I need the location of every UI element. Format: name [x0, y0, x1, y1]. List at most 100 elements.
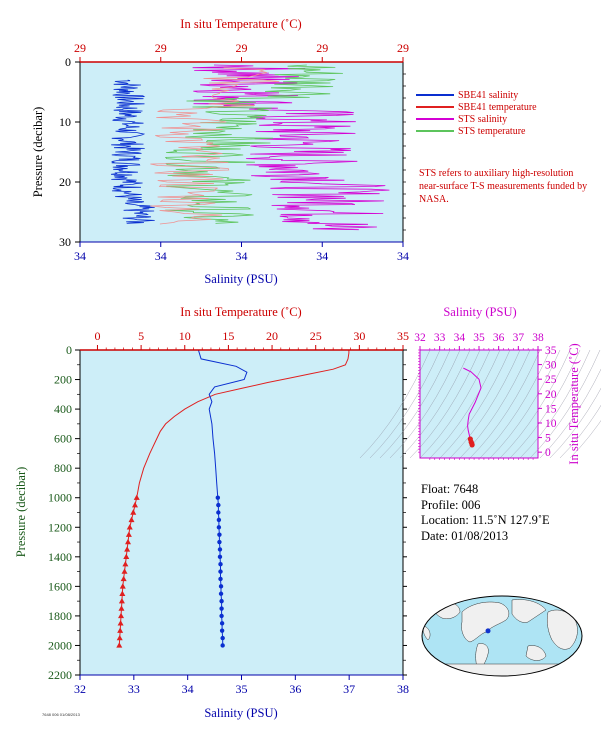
- pressure-tick-label: 10: [59, 115, 71, 129]
- isopycnal-line: [439, 349, 511, 459]
- near-surface-traces: [110, 64, 390, 231]
- salinity-tick-label: 33: [128, 682, 140, 696]
- salinity-marker: [217, 532, 222, 537]
- ts-salinity-tick-label: 37: [513, 332, 525, 344]
- temp-tick-label: 20: [266, 329, 278, 343]
- location-map: [421, 595, 583, 677]
- temperature-marker: [118, 597, 125, 604]
- ts-salinity-tick-label: 36: [493, 332, 505, 344]
- temperature-marker: [122, 561, 129, 567]
- isopycnal-line: [359, 349, 431, 459]
- credit-text: 7648 006 01/08/2013: [42, 712, 80, 717]
- temperature-marker: [119, 583, 126, 589]
- ts-temp-tick-label: 30: [545, 360, 557, 372]
- near-surface-panel: 29 29 29 29 29 34 34 34 34 34 0 10 20 30 In situ Temp…: [31, 17, 409, 286]
- salinity-tick-label: 37: [343, 682, 355, 696]
- isopycnal-line: [449, 349, 521, 459]
- t-s-diagram-panel: 32 33 34 35 36 37 38 0 5 10 15 20 25 30 35 Salinity (P…: [359, 305, 601, 465]
- ts-temp-tick-label: 35: [545, 345, 557, 357]
- salinity-marker: [216, 510, 221, 515]
- ts-temp-tick-label: 20: [545, 389, 557, 401]
- temperature-marker: [117, 620, 124, 626]
- isopycnal-line: [569, 420, 601, 459]
- pressure-tick-label: 800: [54, 461, 72, 475]
- salinity-marker: [216, 525, 222, 530]
- sts-temperature-trace: [164, 64, 343, 224]
- salinity-marker: [217, 539, 222, 545]
- temp-tick-label: 15: [222, 329, 234, 343]
- near-surface-salinity-axis-label: Salinity (PSU): [204, 272, 277, 286]
- legend-swatch: [416, 106, 454, 108]
- t-s-plot-area: [420, 350, 538, 458]
- location: Location: 11.5˚N 127.9˚E: [421, 513, 550, 527]
- t-s-marker: [469, 442, 475, 448]
- ts-salinity-tick-label: 33: [434, 332, 446, 344]
- float-id: Float: 7648: [421, 482, 479, 496]
- salinity-marker: [216, 502, 221, 508]
- salinity-marker: [219, 613, 224, 619]
- legend-item-sbe41-salinity: SBE41 salinity: [416, 89, 537, 101]
- temperature-marker: [119, 590, 126, 596]
- temp-tick-label: 10: [179, 329, 191, 343]
- temperature-marker: [131, 501, 138, 508]
- temperature-marker: [125, 531, 132, 537]
- full-profile-traces: [116, 349, 350, 648]
- salinity-tick-label: 35: [236, 682, 248, 696]
- date: Date: 01/08/2013: [421, 528, 509, 543]
- salinity-marker: [218, 562, 223, 567]
- isopycnal-line: [519, 349, 591, 459]
- sbe41-temperature-trace: [150, 67, 280, 225]
- temp-tick-label: 29: [74, 41, 86, 55]
- sbe41-salinity-trace: [110, 79, 155, 224]
- isopycnal-line: [379, 349, 451, 459]
- isopycnal-line: [419, 349, 491, 459]
- salinity-tick-label: 34: [316, 249, 328, 263]
- temperature-marker: [121, 568, 128, 574]
- isopycnal-line: [549, 387, 601, 459]
- ts-temp-tick-label: 25: [545, 374, 557, 386]
- temperature-marker: [126, 524, 133, 530]
- legend-swatch: [416, 118, 454, 120]
- ts-salinity-tick-label: 32: [414, 332, 426, 344]
- temp-tick-label: 29: [155, 41, 167, 55]
- near-surface-axes: 29 29 29 29 29 34 34 34 34 34 0 10 20 30: [59, 41, 409, 263]
- legend-label: SBE41 salinity: [458, 89, 519, 101]
- isopycnal-line: [389, 349, 461, 459]
- ts-temp-tick-label: 15: [545, 403, 557, 415]
- pressure-tick-label: 1000: [48, 491, 72, 505]
- sts-note: STS refers to auxiliary high-resolution …: [419, 168, 588, 205]
- pressure-tick-label: 30: [59, 235, 71, 249]
- salinity-marker: [219, 606, 224, 611]
- salinity-marker: [218, 584, 224, 589]
- salinity-tick-label: 34: [74, 249, 86, 263]
- salinity-marker: [219, 628, 225, 633]
- salinity-marker: [217, 554, 223, 560]
- legend-label: SBE41 temperature: [458, 101, 537, 113]
- salinity-tick-label: 38: [397, 682, 409, 696]
- pressure-tick-label: 200: [54, 373, 72, 387]
- legend-item-sts-salinity: STS salinity: [416, 113, 537, 125]
- pressure-tick-label: 1200: [48, 520, 72, 534]
- isopycnal-line: [509, 349, 581, 459]
- temperature-marker: [118, 605, 125, 611]
- map-outline: [421, 595, 583, 677]
- salinity-marker: [220, 635, 225, 641]
- isopycnal-line: [459, 349, 531, 459]
- legend-label: STS salinity: [458, 113, 508, 125]
- salinity-marker: [220, 643, 225, 648]
- t-s-traces: [359, 349, 601, 459]
- temperature-marker: [116, 642, 123, 648]
- isopycnal-line: [429, 349, 501, 459]
- salinity-marker: [216, 517, 222, 523]
- t-s-axes: 32 33 34 35 36 37 38 0 5 10 15 20 25 30 35: [414, 332, 557, 460]
- full-profile-plot-area: [80, 350, 403, 675]
- salinity-tick-label: 32: [74, 682, 86, 696]
- temp-tick-label: 30: [353, 329, 365, 343]
- pressure-tick-label: 0: [66, 343, 72, 357]
- temp-tick-label: 25: [310, 329, 322, 343]
- salinity-marker: [217, 547, 223, 552]
- salinity-marker: [218, 569, 223, 574]
- continents-icon: [422, 599, 578, 676]
- full-profile-axes: 0 5 10 15 20 25 30 35 32 33 34 35 36 37 38 0 200 400 600 80…: [48, 329, 409, 696]
- legend-item-sbe41-temperature: SBE41 temperature: [416, 101, 537, 113]
